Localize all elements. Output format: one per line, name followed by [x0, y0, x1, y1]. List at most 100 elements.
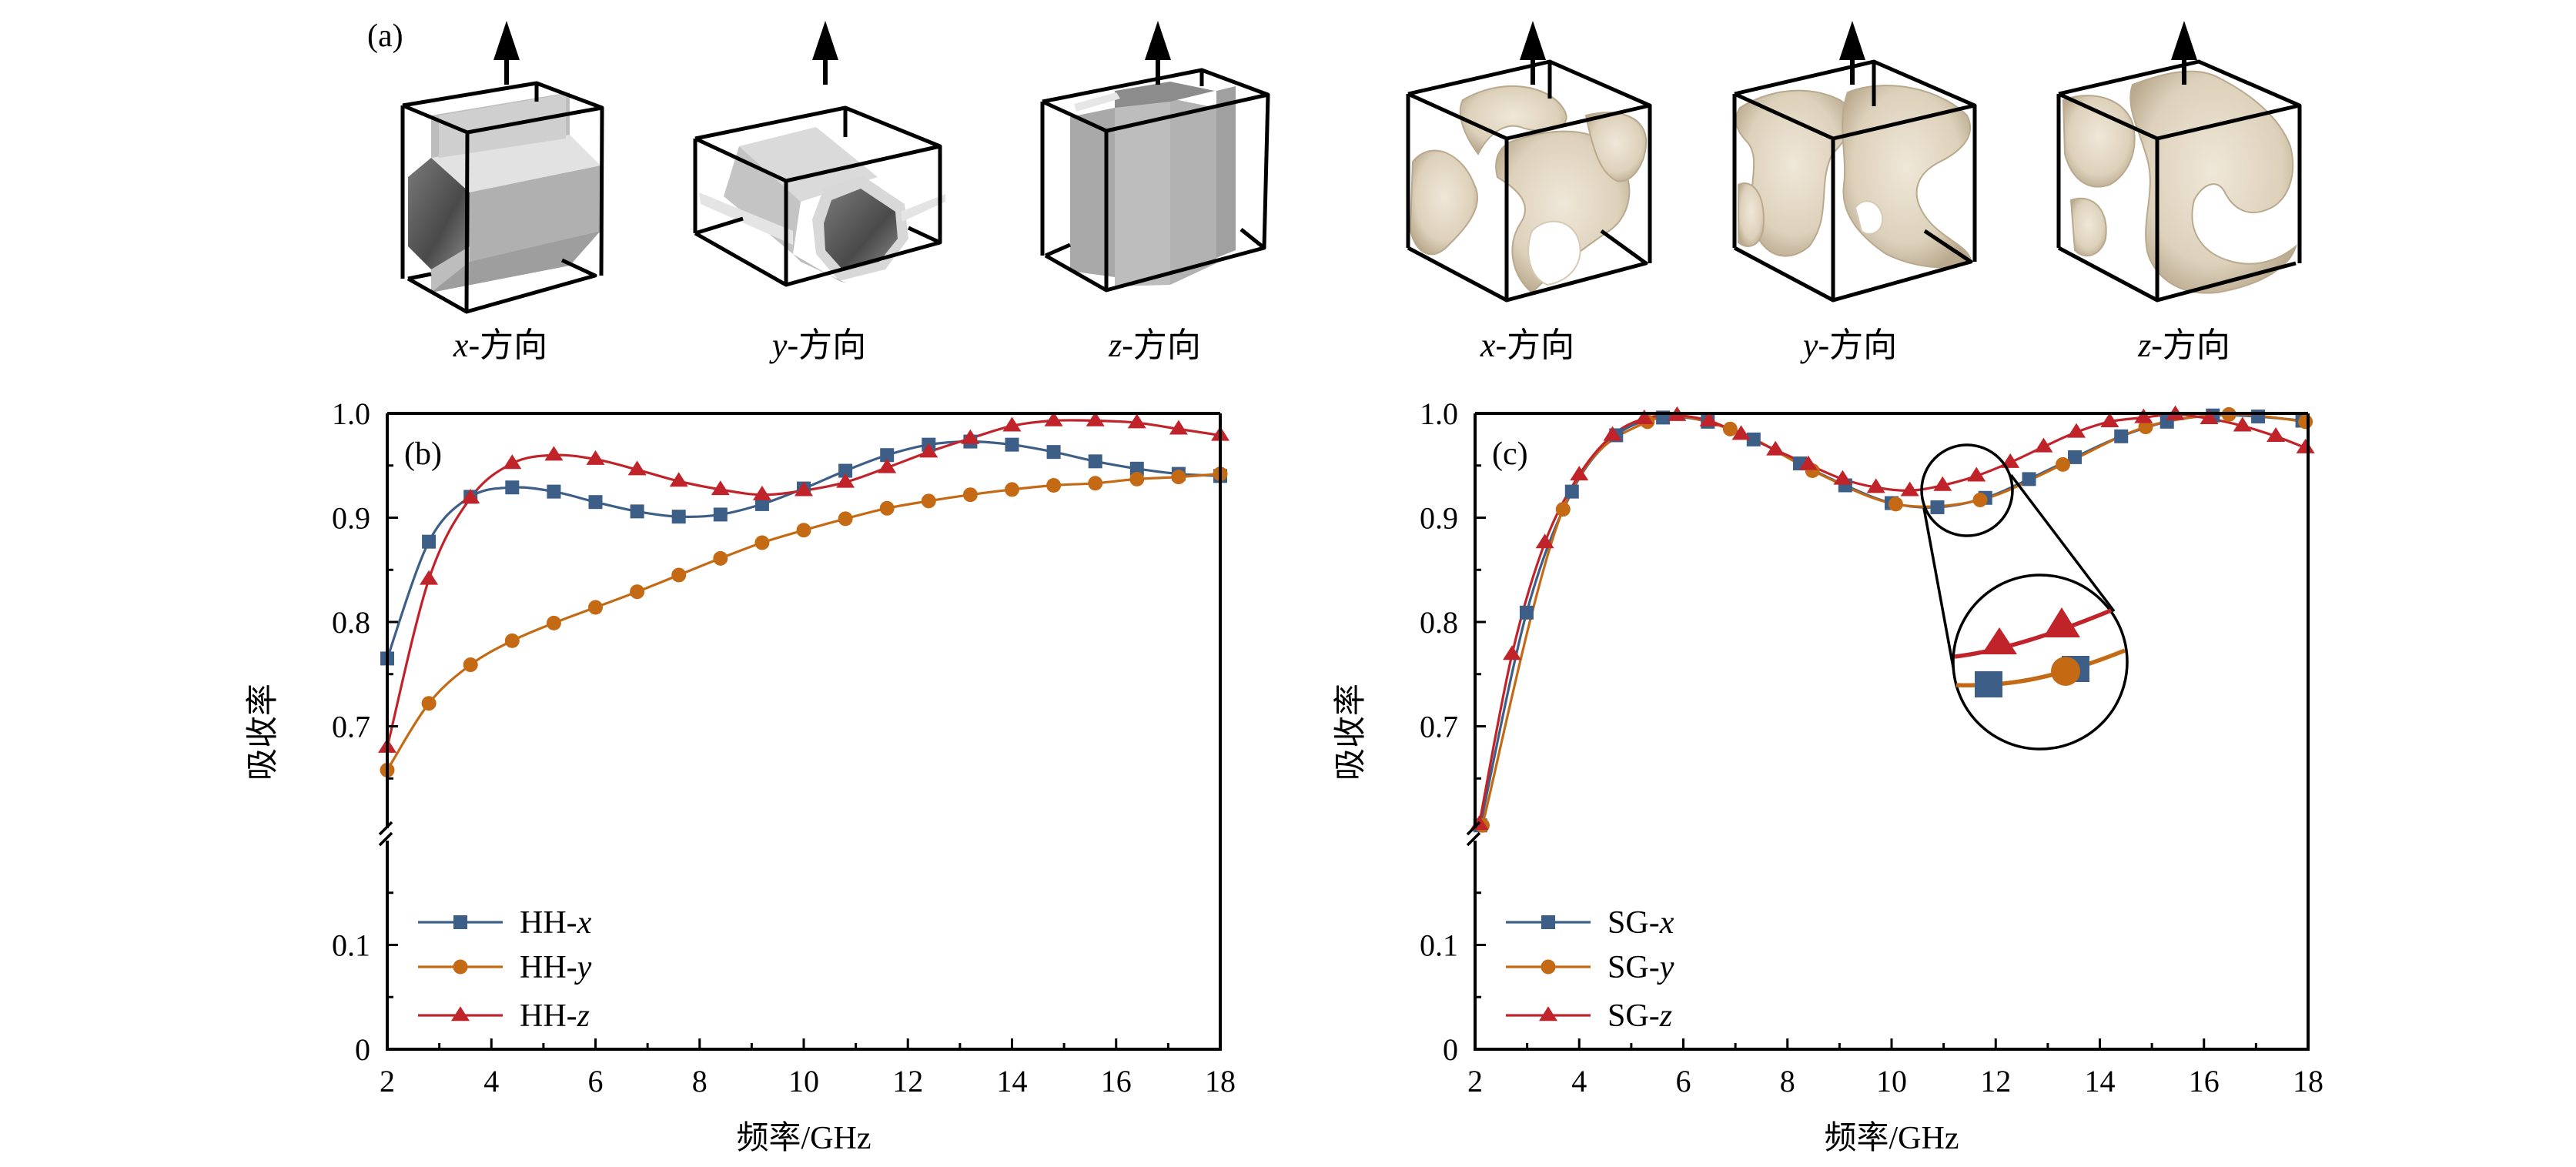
- legend-marker: [1541, 915, 1555, 929]
- data-point-hh-x-15: [1005, 437, 1019, 452]
- x-tick-label: 12: [892, 1064, 923, 1098]
- data-point-hh-y-11: [838, 511, 853, 527]
- data-point-hh-x-12: [880, 448, 895, 463]
- legend-marker: [451, 1006, 470, 1022]
- x-tick-label: 18: [2293, 1064, 2323, 1098]
- sg-z-direction-label: z-方向: [2137, 326, 2230, 364]
- sg-x-structure: x-方向: [1406, 21, 1652, 364]
- chart-c-axes: [1466, 412, 2310, 1051]
- series-line-sg-y: [1480, 413, 2306, 826]
- chart-b-curves: [387, 419, 1221, 771]
- data-point-sg-z-18: [2067, 423, 2086, 438]
- data-point-hh-x-16: [1046, 445, 1061, 460]
- legend-item: SG-x: [1506, 905, 1674, 941]
- chart-c: 2 4 6 8 10 12 14 16 18 0.7 0.8 0.9 1.0 0 0.1 (c) 吸收率 频…: [1333, 396, 2323, 1156]
- data-point-sg-z-15: [1967, 466, 1986, 482]
- sg-x-shape: [1409, 85, 1648, 294]
- data-point-hh-z-9: [752, 485, 771, 500]
- legend-label: HH-y: [520, 950, 592, 985]
- x-tick-label: 18: [1205, 1064, 1236, 1098]
- y-tick-label: 0.7: [332, 710, 370, 744]
- legend-marker: [1539, 1006, 1557, 1022]
- hh-z-arrow-icon: [1145, 21, 1171, 85]
- sg-x-direction-label: x-方向: [1480, 326, 1574, 364]
- legend-marker: [453, 959, 468, 975]
- data-point-hh-z-5: [586, 450, 605, 465]
- data-point-hh-y-14: [962, 487, 978, 503]
- y-tick-label: 0: [355, 1032, 370, 1067]
- data-point-hh-y-5: [588, 600, 603, 615]
- chart-c-legend: SG-x SG-y SG-z: [1506, 905, 1674, 1034]
- data-point-hh-y-18: [1129, 471, 1145, 487]
- x-tick-label: 14: [997, 1064, 1028, 1098]
- hh-x-cube-frame: [400, 81, 604, 314]
- data-point-sg-x-10: [1930, 500, 1945, 514]
- data-point-hh-x-5: [588, 495, 603, 510]
- data-point-hh-z-1: [420, 570, 439, 585]
- x-tick-label: 6: [588, 1064, 604, 1098]
- x-tick-label: 12: [1980, 1064, 2011, 1098]
- axis-break-mark: [378, 831, 393, 847]
- data-point-hh-y-10: [796, 523, 811, 538]
- data-point-hh-z-3: [503, 454, 522, 470]
- data-point-sg-y-5: [1888, 497, 1903, 512]
- sg-y-cube-frame: [1732, 59, 1977, 303]
- magnifier-connector: [1922, 507, 1955, 672]
- hh-z-shape: [1070, 82, 1236, 286]
- data-point-sg-x-12: [2022, 472, 2036, 487]
- hh-x-arrow-icon: [493, 21, 520, 85]
- x-tick-label: 4: [483, 1064, 499, 1098]
- data-point-hh-y-16: [1046, 477, 1062, 493]
- legend-marker: [453, 915, 467, 929]
- chart-c-curves: [1477, 413, 2307, 826]
- chart-c-x-axis-title: 频率/GHz: [1825, 1120, 1959, 1156]
- data-point-hh-z-6: [627, 460, 647, 476]
- legend-marker: [1541, 959, 1556, 975]
- x-tick-label: 10: [788, 1064, 819, 1098]
- sg-y-arrow-icon: [1839, 21, 1865, 85]
- x-tick-label: 16: [2189, 1064, 2220, 1098]
- data-point-hh-z-17: [1086, 411, 1105, 426]
- data-point-sg-z-9: [1766, 440, 1785, 456]
- data-point-hh-x-7: [671, 510, 686, 524]
- data-point-hh-y-7: [671, 567, 687, 583]
- axis-break-mark: [1466, 831, 1481, 847]
- magnifier-large-circle: [1952, 573, 2129, 751]
- data-point-sg-z-13: [1900, 481, 1919, 497]
- legend-item: HH-x: [418, 905, 592, 941]
- chart-b-panel-label: (b): [404, 436, 442, 472]
- data-point-sg-x-14: [2114, 429, 2129, 443]
- sg-y-structure: y-方向: [1732, 21, 1977, 364]
- data-point-sg-x-1: [1519, 605, 1534, 620]
- legend-label: SG-y: [1607, 950, 1674, 985]
- data-point-hh-y-1: [421, 696, 437, 711]
- data-point-sg-z-3: [1570, 466, 1589, 481]
- data-point-hh-z-11: [836, 473, 855, 488]
- data-point-hh-x-11: [838, 463, 853, 478]
- data-point-hh-z-15: [1002, 416, 1022, 432]
- data-point-sg-z-11: [1833, 470, 1852, 485]
- chart-b-markers: [378, 411, 1229, 777]
- sg-x-arrow-icon: [1520, 21, 1546, 85]
- data-point-sg-z-25: [2296, 438, 2315, 453]
- series-line-hh-x: [387, 440, 1221, 659]
- inset-marker-sg-z: [1982, 627, 2017, 654]
- chart-c-magnifier-inset: [1920, 443, 2129, 751]
- data-point-sg-z-10: [1798, 455, 1818, 470]
- y-tick-label: 1.0: [1420, 396, 1458, 431]
- data-point-sg-z-22: [2200, 409, 2219, 424]
- y-tick-label: 0.9: [332, 501, 370, 536]
- data-point-sg-x-2: [1564, 484, 1579, 499]
- chart-b-legend: HH-x HH-y HH-z: [418, 905, 592, 1034]
- hh-y-arrow-icon: [812, 21, 838, 85]
- data-point-sg-z-5: [1634, 409, 1654, 424]
- hh-z-cube-frame: [1040, 68, 1270, 293]
- magnifier-small-circle: [1920, 443, 2014, 537]
- hh-y-shape: [699, 127, 945, 283]
- sg-z-shape: [2062, 70, 2297, 294]
- data-point-sg-z-19: [2100, 413, 2119, 428]
- axis-break-mark: [1466, 821, 1481, 836]
- data-point-sg-z-17: [2034, 437, 2053, 453]
- data-point-sg-z-24: [2267, 427, 2286, 443]
